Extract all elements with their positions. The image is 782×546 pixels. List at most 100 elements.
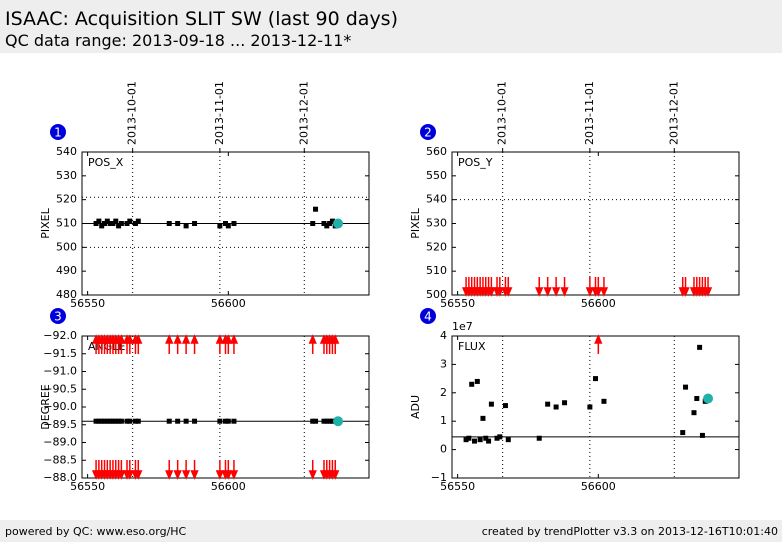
x-tick-label: 56550 (70, 480, 105, 493)
y-tick-label: −90.0 (43, 400, 77, 413)
y-tick-label: 560 (426, 145, 447, 158)
data-point (132, 418, 138, 424)
data-point (217, 418, 223, 424)
panel-label: FLUX (458, 340, 486, 353)
out-of-range-arrow (551, 277, 561, 297)
y-tick-label: 520 (426, 240, 447, 253)
y-tick-label: 530 (426, 217, 447, 230)
data-point (469, 381, 475, 387)
plot-area (451, 335, 740, 479)
data-point (113, 418, 119, 424)
out-of-range-arrow (229, 334, 239, 354)
data-point (472, 438, 478, 444)
data-point (192, 418, 198, 424)
y-tick-label: 0 (440, 443, 447, 456)
data-point (699, 432, 705, 438)
data-point (223, 221, 228, 226)
data-point (329, 418, 335, 424)
panel-number: 4 (424, 310, 432, 324)
data-point (327, 221, 333, 226)
out-of-range-arrow (165, 460, 174, 480)
y-tick-label: 1 (440, 414, 447, 427)
x-tick-label: 56600 (211, 297, 246, 310)
y-tick-label: 480 (56, 288, 77, 301)
y-tick-label: 2 (440, 386, 447, 399)
out-of-range-arrow (173, 460, 182, 480)
out-of-range-arrow (308, 460, 317, 480)
data-point (104, 418, 110, 424)
out-of-range-arrow (190, 460, 199, 480)
out-of-range-arrow (560, 277, 569, 297)
panel-label: POS_X (88, 156, 124, 169)
date-label: 2013-10-01 (496, 81, 509, 145)
y-axis-label: PIXEL (39, 207, 52, 238)
out-of-range-arrow (181, 334, 191, 354)
data-point (93, 221, 99, 226)
panel-badge (50, 124, 66, 140)
data-point (127, 418, 133, 424)
panel-label: POS_Y (458, 156, 493, 169)
data-point (192, 221, 198, 226)
data-point (683, 384, 689, 390)
data-point (562, 400, 568, 406)
out-of-range-arrow (215, 460, 225, 480)
y-tick-label: 530 (56, 169, 77, 182)
data-point (697, 344, 703, 350)
data-point (536, 435, 542, 441)
out-of-range-arrow (487, 277, 496, 297)
y-tick-label: 510 (56, 217, 77, 230)
data-point (135, 418, 141, 424)
data-point (96, 418, 102, 424)
out-of-range-arrow (308, 334, 317, 354)
data-point (231, 221, 237, 226)
data-point (545, 401, 551, 407)
offset-label: 1e7 (452, 320, 473, 333)
y-tick-label: 500 (426, 288, 447, 301)
out-of-range-arrow (165, 334, 174, 354)
y-tick-label: 500 (56, 240, 77, 253)
data-point (118, 221, 124, 226)
y-tick-label: −88.0 (43, 471, 77, 484)
header-band (0, 0, 782, 53)
out-of-range-arrow (224, 334, 233, 354)
out-of-range-arrow (224, 460, 233, 480)
y-tick-label: −92.0 (43, 329, 77, 342)
footer-band (0, 520, 782, 542)
out-of-range-arrow (585, 277, 595, 297)
data-point (132, 221, 138, 226)
data-point (166, 418, 172, 424)
out-of-range-arrow (594, 277, 603, 297)
date-label: 2013-10-01 (126, 81, 139, 145)
data-point (497, 434, 503, 440)
subtitle: QC data range: 2013-09-18 ... 2013-12-11… (5, 31, 351, 50)
data-point (480, 415, 486, 421)
data-point (225, 418, 231, 424)
data-point (324, 223, 330, 229)
out-of-range-arrow (331, 334, 340, 354)
data-point (680, 430, 686, 436)
out-of-range-arrow (535, 277, 544, 297)
data-point (102, 418, 108, 424)
x-tick-label: 56550 (70, 297, 105, 310)
y-axis-label: PIXEL (409, 207, 422, 238)
data-point (310, 221, 316, 226)
data-point (313, 418, 319, 424)
data-point (477, 437, 483, 443)
data-point (474, 378, 480, 384)
panel-badge (420, 308, 436, 324)
out-of-range-arrow (495, 277, 504, 297)
out-of-range-arrow (331, 460, 340, 480)
title: ISAAC: Acquisition SLIT SW (last 90 days… (5, 8, 398, 30)
data-point (313, 206, 319, 212)
data-point (310, 418, 316, 424)
data-point (96, 218, 102, 224)
data-point (324, 418, 330, 424)
y-tick-label: −1 (431, 471, 447, 484)
data-point (116, 418, 122, 424)
data-point (225, 223, 231, 229)
data-point (166, 221, 172, 226)
y-tick-label: 3 (440, 357, 447, 370)
y-tick-label: 540 (426, 193, 447, 206)
y-tick-label: −91.0 (43, 365, 77, 378)
